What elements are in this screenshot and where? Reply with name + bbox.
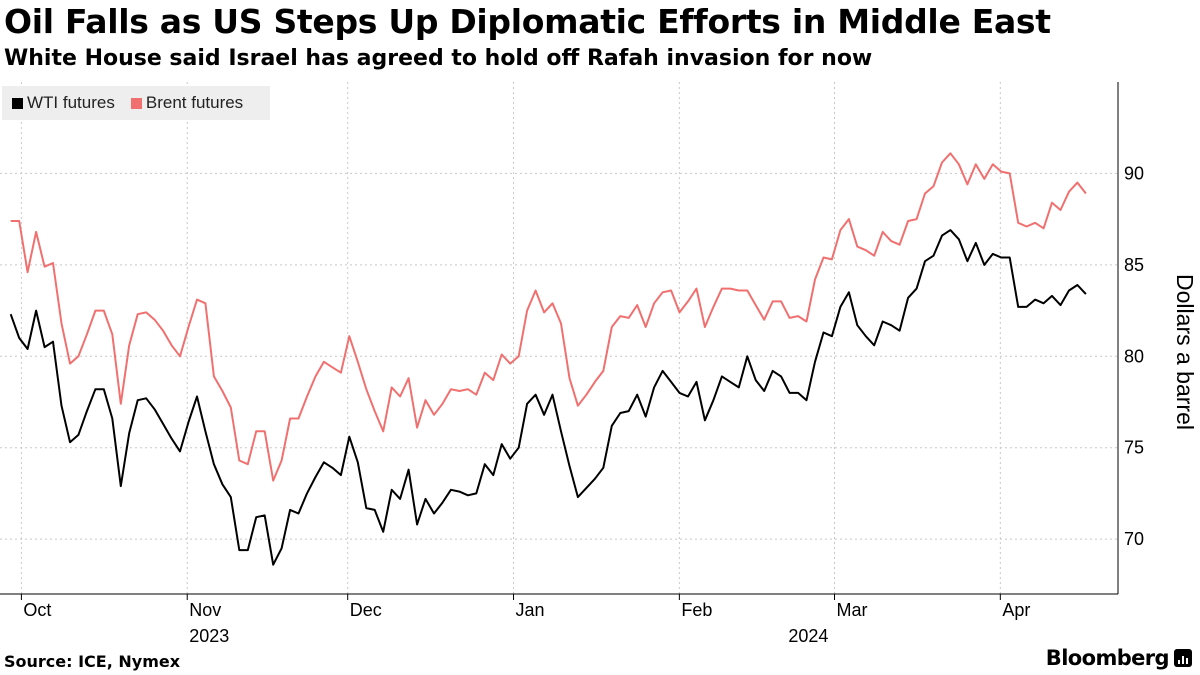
y-tick-label-80: 80 [1124,346,1144,366]
x-tick-label-nov: Nov [189,600,221,620]
source-note: Source: ICE, Nymex [4,652,181,671]
x-tick-label-oct: Oct [23,600,51,620]
legend-swatch-brent [130,97,142,109]
year-label-2024: 2024 [788,626,828,646]
y-tick-label-85: 85 [1124,255,1144,275]
legend-swatch-wti [12,97,23,109]
chart-title: Oil Falls as US Steps Up Diplomatic Effo… [4,2,1051,41]
x-tick-label-apr: Apr [1002,600,1030,620]
bloomberg-terminal-icon [1174,649,1192,667]
legend-label-brent: Brent futures [145,93,244,112]
brand-logo: Bloomberg [1046,646,1192,670]
x-tick-label-mar: Mar [836,600,867,620]
year-label-2023: 2023 [189,626,229,646]
legend-label-wti: WTI futures [27,93,115,112]
x-tick-label-feb: Feb [681,600,712,620]
y-tick-label-75: 75 [1124,438,1144,458]
series-line-wti [9,229,1087,566]
y-tick-label-90: 90 [1124,163,1144,183]
chart-subtitle: White House said Israel has agreed to ho… [4,46,873,71]
legend-item-brent: Brent futures [130,93,244,113]
x-tick-label-jan: Jan [516,600,545,620]
brand-name: Bloomberg [1045,646,1170,670]
x-tick-label-dec: Dec [350,600,382,620]
chart-legend: WTI futures Brent futures [2,86,270,120]
series-line-brent [10,152,1087,482]
legend-item-wti: WTI futures [12,93,115,113]
y-axis-label: Dollars a barrel [1172,274,1198,430]
y-tick-label-70: 70 [1124,529,1144,549]
